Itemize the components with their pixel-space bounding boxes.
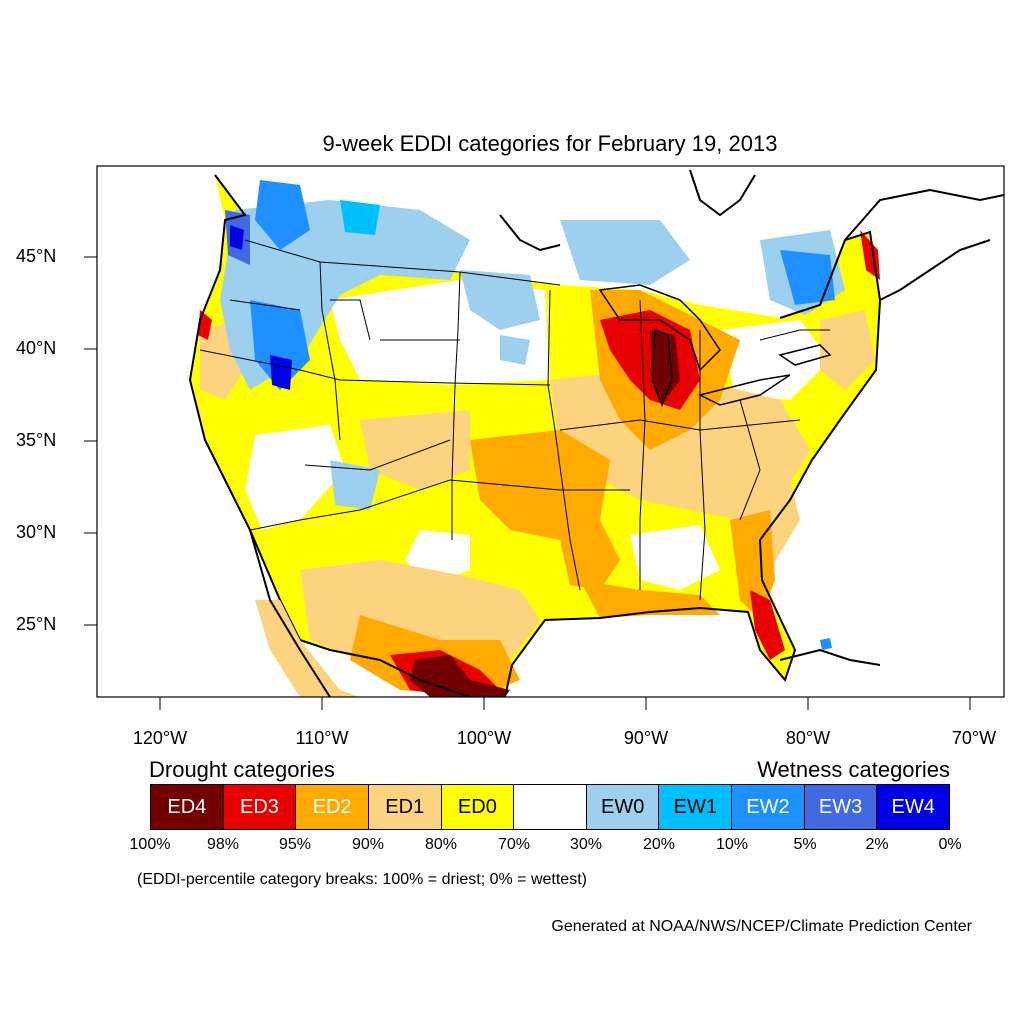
- legend-box-ew3: EW3: [804, 785, 878, 829]
- wetness-heading: Wetness categories: [757, 757, 950, 782]
- map-title: 9-week EDDI categories for February 19, …: [322, 131, 778, 156]
- legend-note: (EDDI-percentile category breaks: 100% =…: [137, 871, 587, 888]
- lon-label-110: 110°W: [295, 728, 349, 748]
- percent-break-label: 95%: [278, 836, 312, 853]
- legend-box-ed1: ED1: [368, 785, 442, 829]
- lat-label-45: 45°N: [16, 246, 57, 266]
- percent-break-label: 20%: [642, 836, 676, 853]
- percent-break-label: 100%: [129, 836, 171, 853]
- percent-break-label: 70%: [497, 836, 531, 853]
- percent-break-label: 2%: [865, 836, 889, 853]
- legend-box-ed0: ED0: [441, 785, 515, 829]
- legend-box-ew0: EW0: [586, 785, 660, 829]
- lon-label-120: 120°W: [132, 728, 188, 748]
- percent-break-label: 10%: [715, 836, 749, 853]
- legend-box-ew4: EW4: [877, 785, 950, 829]
- percent-break-label: 0%: [938, 836, 962, 853]
- credit-line: Generated at NOAA/NWS/NCEP/Climate Predi…: [551, 918, 972, 935]
- percent-break-label: 90%: [351, 836, 385, 853]
- lat-label-35: 35°N: [16, 430, 57, 450]
- lon-label-70: 70°W: [951, 728, 997, 748]
- percent-break-label: 5%: [793, 836, 817, 853]
- category-legend: ED4 ED3 ED2 ED1 ED0 EW0 EW1 EW2 EW3 EW4: [150, 784, 950, 830]
- lon-label-90: 90°W: [623, 728, 669, 748]
- legend-box-ew2: EW2: [732, 785, 805, 829]
- lon-label-100: 100°W: [456, 728, 512, 748]
- percent-break-label: 30%: [569, 836, 603, 853]
- lon-label-80: 80°W: [785, 728, 831, 748]
- legend-box-ed2: ED2: [296, 785, 369, 829]
- percent-break-label: 80%: [424, 836, 458, 853]
- legend-box-neutral: [514, 785, 587, 829]
- drought-heading: Drought categories: [149, 757, 335, 782]
- legend-box-ed3: ED3: [223, 785, 297, 829]
- legend-box-ew1: EW1: [659, 785, 733, 829]
- lat-label-25: 25°N: [16, 614, 57, 634]
- lat-label-30: 30°N: [16, 522, 57, 542]
- percent-break-label: 98%: [206, 836, 240, 853]
- lat-label-40: 40°N: [16, 338, 57, 358]
- legend-box-ed4: ED4: [151, 785, 224, 829]
